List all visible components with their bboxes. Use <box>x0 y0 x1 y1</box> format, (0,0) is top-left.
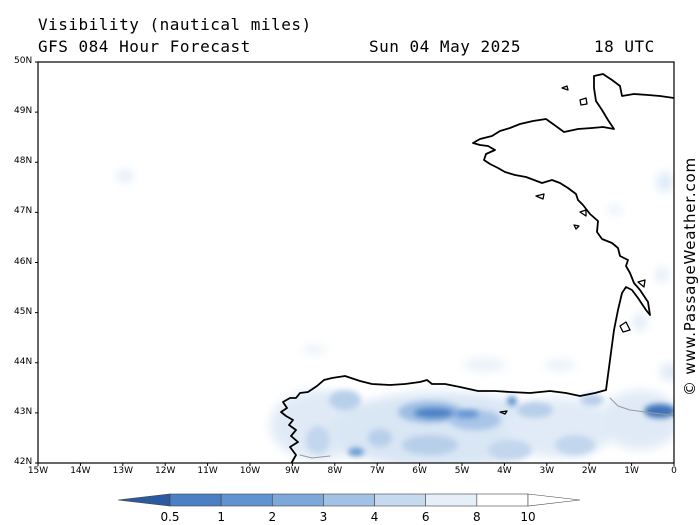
lon-label: 15W <box>27 466 49 476</box>
coastline <box>280 73 674 463</box>
lon-label: 9W <box>285 466 300 476</box>
lon-label: 4W <box>497 466 512 476</box>
lon-label: 3W <box>539 466 555 476</box>
coastline-island <box>637 279 646 288</box>
colorbar-cell <box>271 493 324 507</box>
lat-label: 48N <box>14 156 33 167</box>
lon-label: 10W <box>239 466 261 476</box>
lat-label: 46N <box>14 256 33 267</box>
lon-label: 13W <box>112 466 133 476</box>
credit-text: © www.PassageWeather.com <box>681 157 699 396</box>
lon-label: 7W <box>369 466 385 476</box>
lon-label: 14W <box>70 466 91 476</box>
lon-label: 5W <box>454 466 470 476</box>
colorbar-label: 8 <box>473 510 481 524</box>
coastline-island <box>579 209 587 217</box>
lon-label: 12W <box>155 466 176 476</box>
lat-label: 44N <box>14 356 33 367</box>
lon-label: 6W <box>412 466 427 476</box>
lat-label: 49N <box>14 106 33 117</box>
colorbar-label: 1 <box>217 510 225 524</box>
lat-label: 43N <box>14 406 33 417</box>
border-line <box>299 454 331 459</box>
coastline-island <box>573 224 580 230</box>
coastline-island <box>499 410 508 415</box>
coastline-island <box>579 97 588 106</box>
forecast-hour: 18 UTC <box>594 37 655 56</box>
lon-label: 1W <box>624 466 639 476</box>
forecast-date: Sun 04 May 2025 <box>369 37 521 56</box>
lat-label: 50N <box>14 56 33 66</box>
visibility-shading <box>117 171 674 463</box>
coastline-island <box>561 85 569 91</box>
lat-label: 47N <box>14 206 33 217</box>
lon-label: 2W <box>581 466 597 476</box>
map-title: Visibility (nautical miles) <box>38 15 312 34</box>
colorbar-cell <box>476 493 529 507</box>
colorbar-label: 10 <box>520 510 536 524</box>
lat-label: 42N <box>14 457 33 467</box>
colorbar-cell <box>169 493 222 507</box>
lon-label: 0 <box>671 466 677 476</box>
colorbar-label: 3 <box>319 510 328 524</box>
forecast-label: GFS 084 Hour Forecast <box>38 37 251 56</box>
lon-label: 11W <box>197 466 218 476</box>
colorbar-label: 4 <box>370 510 379 524</box>
visibility-colorbar <box>117 493 581 507</box>
coastline-island <box>619 321 631 333</box>
lon-label: 8W <box>327 466 343 476</box>
coastline-island <box>535 193 545 200</box>
border-line <box>609 397 674 417</box>
colorbar-cell <box>323 493 375 507</box>
colorbar-label: 6 <box>421 510 430 524</box>
lat-label: 45N <box>14 306 33 317</box>
colorbar-cell <box>425 493 478 507</box>
axis-ticks <box>35 61 675 466</box>
colorbar-cell <box>220 493 273 507</box>
colorbar-cell <box>374 493 427 507</box>
colorbar-label: 2 <box>268 510 277 524</box>
colorbar-label: 0.5 <box>160 510 180 524</box>
